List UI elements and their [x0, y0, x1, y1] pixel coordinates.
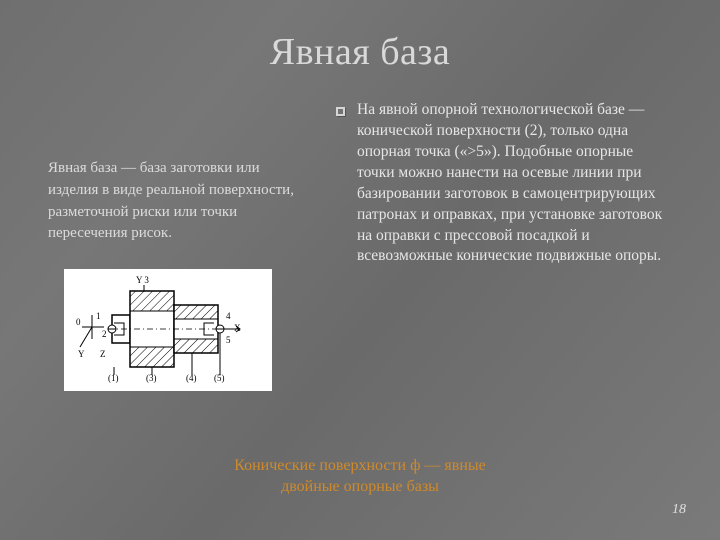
label-four: 4: [226, 311, 231, 321]
bullet-text: На явной опорной технологической базе — …: [357, 100, 672, 267]
columns: Явная база — база заготовки или изделия …: [48, 100, 672, 391]
bullet-item: На явной опорной технологической базе — …: [336, 100, 672, 267]
page-number: 18: [672, 502, 686, 518]
caption-line-2: двойные опорные базы: [281, 478, 439, 495]
slide: Явная база Явная база — база заготовки и…: [0, 0, 720, 540]
bottom-caption: Конические поверхности ф — явные двойные…: [0, 455, 720, 498]
right-column: На явной опорной технологической базе — …: [336, 100, 672, 391]
label-p5: (5): [214, 373, 225, 383]
label-p4: (4): [186, 373, 197, 383]
square-bullet-icon: [336, 107, 345, 116]
caption-line-1: Конические поверхности ф — явные: [234, 457, 486, 474]
definition-text: Явная база — база заготовки или изделия …: [48, 100, 308, 245]
slide-title: Явная база: [48, 30, 672, 74]
label-y3: Y 3: [136, 275, 149, 285]
label-p3: (3): [146, 373, 157, 383]
label-p1: (1): [108, 373, 119, 383]
left-column: Явная база — база заготовки или изделия …: [48, 100, 308, 391]
label-one: 1: [96, 311, 101, 321]
label-Z: Z: [100, 349, 106, 359]
label-Y: Y: [78, 349, 85, 359]
label-zero: 0: [76, 317, 81, 327]
label-two: 2: [102, 329, 107, 339]
label-five: 5: [226, 335, 231, 345]
diagram-figure: 0 1 2 Y Z: [64, 269, 272, 391]
cross-section-diagram: 0 1 2 Y Z: [64, 269, 272, 391]
